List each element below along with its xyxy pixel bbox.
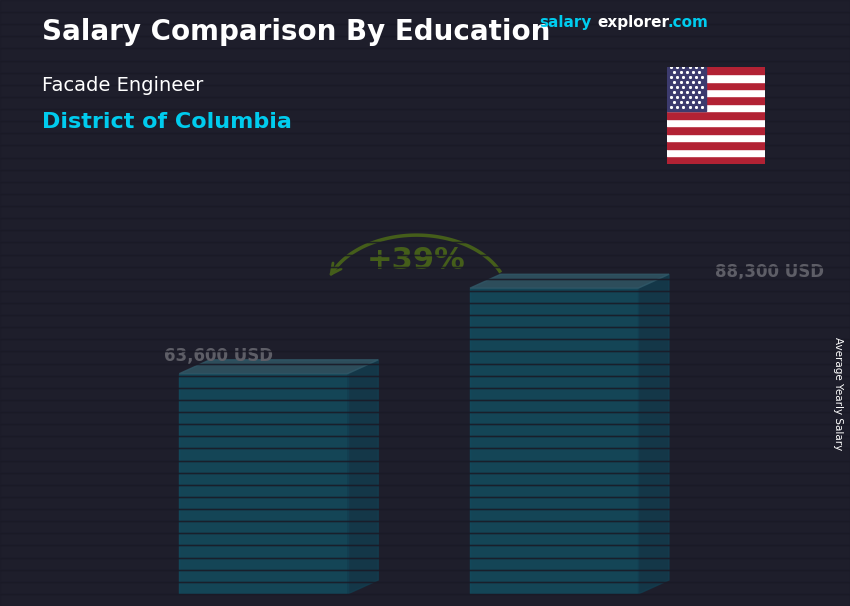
Bar: [0, 182, 850, 194]
Bar: [667, 141, 765, 148]
Text: District of Columbia: District of Columbia: [42, 112, 292, 132]
Bar: [0, 158, 850, 170]
Bar: [0, 339, 850, 351]
Bar: [0, 194, 850, 206]
Bar: [0, 436, 850, 448]
Bar: [667, 96, 765, 104]
Text: Facade Engineer: Facade Engineer: [42, 76, 204, 95]
Text: 63,600 USD: 63,600 USD: [164, 347, 273, 365]
Bar: [0, 424, 850, 436]
Text: Salary Comparison By Education: Salary Comparison By Education: [42, 18, 551, 46]
Text: explorer: explorer: [598, 15, 670, 30]
Bar: [0, 509, 850, 521]
Polygon shape: [348, 360, 378, 594]
Bar: [0, 558, 850, 570]
Bar: [0, 594, 850, 606]
Bar: [0, 36, 850, 48]
Bar: [0, 97, 850, 109]
Text: 88,300 USD: 88,300 USD: [715, 263, 824, 281]
Bar: [0, 109, 850, 121]
Text: +39%: +39%: [367, 245, 466, 275]
Bar: [0, 218, 850, 230]
Bar: [0, 291, 850, 303]
Bar: [0, 145, 850, 158]
Bar: [0, 85, 850, 97]
Bar: [0, 133, 850, 145]
Bar: [0, 448, 850, 461]
Bar: [0, 61, 850, 73]
Bar: [0, 497, 850, 509]
Bar: [667, 67, 765, 74]
Bar: [0, 400, 850, 412]
Bar: [0, 315, 850, 327]
Bar: [0, 206, 850, 218]
Bar: [0, 351, 850, 364]
Bar: [0, 121, 850, 133]
Bar: [0, 255, 850, 267]
Bar: [0, 242, 850, 255]
Bar: [667, 148, 765, 156]
Bar: [0, 327, 850, 339]
Bar: [667, 126, 765, 134]
Bar: [0, 376, 850, 388]
Bar: [667, 104, 765, 112]
Text: Average Yearly Salary: Average Yearly Salary: [833, 338, 843, 450]
Bar: [667, 119, 765, 126]
Bar: [0, 24, 850, 36]
Bar: [0, 230, 850, 242]
Bar: [470, 288, 638, 594]
Bar: [0, 388, 850, 400]
Bar: [667, 74, 765, 82]
Bar: [0, 0, 850, 12]
Polygon shape: [638, 275, 669, 594]
Bar: [0, 48, 850, 61]
Bar: [0, 73, 850, 85]
Bar: [667, 82, 765, 89]
Bar: [667, 89, 765, 96]
Bar: [667, 112, 765, 119]
Polygon shape: [470, 275, 669, 288]
Bar: [179, 374, 348, 594]
Text: salary: salary: [540, 15, 592, 30]
Bar: [0, 473, 850, 485]
Bar: [667, 134, 765, 141]
Text: .com: .com: [667, 15, 708, 30]
Bar: [0, 545, 850, 558]
Bar: [0, 303, 850, 315]
Bar: [0, 364, 850, 376]
Bar: [0, 170, 850, 182]
Bar: [667, 156, 765, 164]
Bar: [0, 570, 850, 582]
Bar: [0, 279, 850, 291]
Bar: [0, 582, 850, 594]
Bar: [0, 521, 850, 533]
Bar: [0, 12, 850, 24]
Bar: [0, 461, 850, 473]
Bar: [0, 485, 850, 497]
Polygon shape: [179, 360, 378, 374]
Bar: [0, 533, 850, 545]
Bar: [0, 267, 850, 279]
Bar: [667, 67, 706, 112]
Bar: [0, 412, 850, 424]
